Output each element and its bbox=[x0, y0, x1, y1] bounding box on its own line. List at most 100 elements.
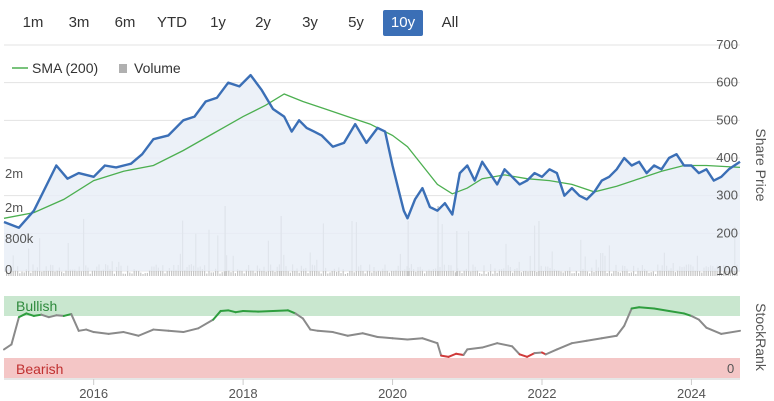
volume-bar bbox=[63, 273, 65, 276]
stockrank-segment bbox=[32, 313, 43, 317]
volume-bar bbox=[78, 266, 80, 276]
volume-bar bbox=[17, 266, 19, 276]
volume-bar bbox=[692, 266, 694, 276]
sma-200-line bbox=[3, 93, 741, 219]
volume-bar bbox=[413, 269, 415, 276]
volume-bar bbox=[516, 268, 518, 276]
volume-bar bbox=[485, 273, 487, 276]
volume-bar bbox=[470, 271, 472, 276]
volume-bar bbox=[630, 272, 632, 276]
volume-bar bbox=[338, 267, 340, 276]
volume-bar bbox=[21, 271, 23, 276]
range-button-3y[interactable]: 3y bbox=[302, 14, 318, 31]
volume-bar bbox=[674, 272, 676, 276]
volume-bar bbox=[732, 269, 734, 276]
volume-bar bbox=[549, 268, 551, 276]
range-button-3m[interactable]: 3m bbox=[68, 14, 90, 31]
volume-legend-label[interactable]: Volume bbox=[134, 60, 181, 76]
stockrank-segment bbox=[55, 314, 65, 317]
volume-bar bbox=[23, 272, 25, 276]
volume-bar bbox=[135, 270, 137, 276]
volume-bar bbox=[380, 271, 382, 276]
volume-bar bbox=[560, 271, 562, 276]
volume-bar bbox=[712, 266, 714, 276]
stockrank-segment bbox=[47, 314, 58, 319]
volume-bar bbox=[393, 270, 395, 276]
range-button-10y[interactable]: 10y bbox=[383, 10, 423, 36]
volume-bar bbox=[705, 266, 707, 276]
volume-bar bbox=[184, 269, 186, 276]
volume-bar bbox=[481, 273, 483, 276]
stockrank-segment bbox=[518, 353, 529, 358]
volume-bar bbox=[670, 268, 672, 276]
volume-bar bbox=[494, 268, 496, 276]
volume-bar bbox=[34, 269, 36, 276]
volume-bar bbox=[391, 270, 393, 276]
volume-bar bbox=[701, 272, 703, 276]
volume-bar bbox=[617, 271, 619, 276]
volume-bar bbox=[76, 271, 78, 276]
x-axis-label: 2018 bbox=[229, 386, 258, 401]
volume-bar bbox=[707, 267, 709, 276]
volume-bar bbox=[58, 267, 60, 276]
volume-bar bbox=[628, 273, 630, 276]
range-button-2y[interactable]: 2y bbox=[255, 14, 271, 31]
volume-bar bbox=[373, 266, 375, 276]
volume-bar bbox=[512, 272, 514, 276]
range-button-1y[interactable]: 1y bbox=[210, 14, 226, 31]
volume-bar bbox=[536, 271, 538, 276]
volume-bar bbox=[514, 268, 516, 276]
stockrank-segment bbox=[391, 337, 409, 341]
volume-bar bbox=[259, 268, 261, 276]
stockrank-segment bbox=[466, 346, 484, 351]
stockrank-segment bbox=[447, 352, 458, 358]
sma-legend-label[interactable]: SMA (200) bbox=[32, 60, 98, 76]
volume-bar bbox=[542, 271, 544, 276]
volume-bar bbox=[419, 266, 421, 276]
volume-bar bbox=[325, 267, 327, 276]
volume-bar bbox=[353, 272, 355, 276]
volume-bar bbox=[606, 273, 608, 276]
volume-bar bbox=[307, 273, 309, 276]
volume-bar bbox=[382, 268, 384, 276]
volume-bar bbox=[91, 270, 93, 276]
volume-bar bbox=[573, 273, 575, 276]
range-button-5y[interactable]: 5y bbox=[348, 14, 364, 31]
volume-bar bbox=[166, 270, 168, 276]
stockrank-segment bbox=[555, 342, 573, 351]
volume-bar bbox=[377, 270, 379, 276]
range-button-all[interactable]: All bbox=[441, 14, 459, 31]
volume-bar bbox=[54, 271, 56, 276]
volume-bar bbox=[626, 268, 628, 276]
volume-bar bbox=[349, 270, 351, 276]
volume-bar bbox=[589, 273, 591, 276]
volume-bar bbox=[100, 270, 102, 276]
volume-bar bbox=[371, 272, 373, 276]
volume-bar bbox=[197, 267, 199, 276]
stockrank-segment bbox=[462, 348, 469, 356]
volume-bar bbox=[320, 273, 322, 276]
range-button-1m[interactable]: 1m bbox=[22, 14, 44, 31]
volume-bar bbox=[10, 269, 12, 276]
volume-bar bbox=[639, 270, 641, 276]
volume-bar bbox=[61, 271, 63, 276]
volume-bar bbox=[87, 267, 89, 276]
range-button-6m[interactable]: 6m bbox=[114, 14, 136, 31]
stockrank-segment bbox=[585, 337, 603, 342]
stockrank-segment bbox=[440, 354, 450, 358]
volume-label: 800k bbox=[5, 231, 34, 246]
volume-label: 0 bbox=[5, 262, 12, 277]
volume-bar bbox=[331, 270, 333, 276]
volume-bar bbox=[463, 270, 465, 276]
volume-bar bbox=[340, 273, 342, 276]
volume-bar bbox=[151, 266, 153, 276]
stockrank-segment bbox=[219, 309, 230, 312]
stockrank-segment bbox=[436, 342, 443, 357]
range-button-ytd[interactable]: YTD bbox=[157, 14, 187, 31]
volume-bar bbox=[683, 266, 685, 276]
volume-bar bbox=[153, 266, 155, 276]
volume-bar bbox=[679, 266, 681, 276]
volume-bar bbox=[395, 269, 397, 276]
volume-bar bbox=[465, 268, 467, 276]
